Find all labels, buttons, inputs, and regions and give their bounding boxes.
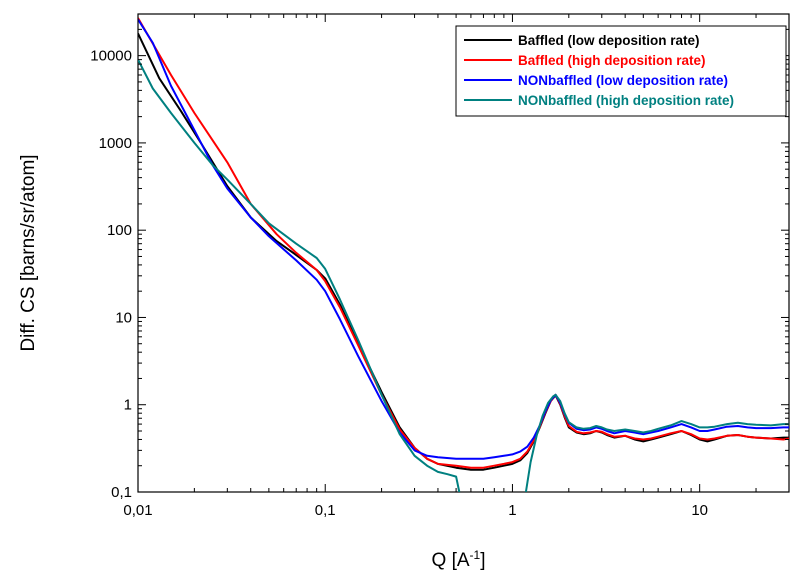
series-layer [138, 17, 789, 492]
legend-label: NONbaffled (high deposition rate) [518, 93, 734, 108]
series-line-4 [138, 59, 789, 492]
legend-item: Baffled (low deposition rate) [464, 33, 700, 48]
x-tick-label: 0,1 [315, 502, 336, 519]
x-axis-title: Q [A-1] [432, 548, 486, 571]
x-tick-label: 10 [691, 502, 708, 519]
x-tick-label: 1 [508, 502, 516, 519]
y-tick-label: 1 [124, 397, 132, 414]
legend-label: Baffled (low deposition rate) [518, 33, 700, 48]
x-axis-title-main: Q [A [432, 550, 470, 571]
legend-item: Baffled (high deposition rate) [464, 53, 706, 68]
y-tick-label: 0,1 [111, 484, 132, 501]
plot-frame [137, 13, 790, 493]
x-axis-title-superscript: -1 [470, 548, 481, 562]
y-tick-label: 100 [107, 222, 132, 239]
y-axis-ticks: 0,1 1 10 100 1000 10000 [90, 13, 789, 501]
legend-item: NONbaffled (low deposition rate) [464, 73, 728, 88]
x-axis-ticks: 0,01 0,1 1 10 [123, 14, 790, 519]
x-axis-title-bracket: ] [480, 550, 485, 571]
y-axis-title: Diff. CS [barns/sr/atom] [18, 154, 39, 351]
legend-label: NONbaffled (low deposition rate) [518, 73, 728, 88]
legend: Baffled (low deposition rate) Baffled (hi… [455, 25, 787, 117]
legend-item: NONbaffled (high deposition rate) [464, 93, 734, 108]
y-tick-label: 10000 [90, 48, 132, 65]
legend-label: Baffled (high deposition rate) [518, 53, 706, 68]
y-tick-label: 10 [115, 309, 132, 326]
x-tick-label: 0,01 [123, 502, 152, 519]
y-tick-label: 1000 [99, 135, 132, 152]
